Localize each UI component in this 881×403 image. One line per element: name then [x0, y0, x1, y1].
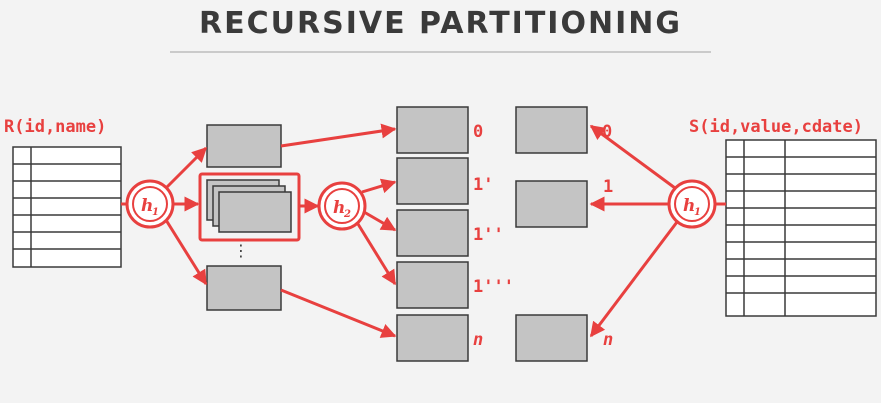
relation-r-label: R(id,name) — [4, 117, 106, 137]
arrow-h1r-to-n — [589, 221, 679, 338]
s-partition-label-1: 1 — [603, 177, 613, 197]
relation-r-table — [12, 146, 122, 268]
r-partition-n — [396, 314, 469, 362]
ellipsis: ⋮ — [233, 241, 249, 260]
s-partition-label-0: 0 — [602, 122, 612, 142]
r-partition-label-1-prime: 1' — [473, 175, 493, 195]
r-partition-label-1-double-prime: 1'' — [473, 225, 504, 245]
hash-h1-right-subscript: 1 — [694, 207, 701, 218]
s-partition-label-n: n — [603, 330, 613, 350]
s-partition-1 — [515, 180, 588, 228]
arrow-top-to-0 — [280, 123, 397, 148]
r-partition-label-0: 0 — [473, 122, 483, 142]
arrow-bottom-to-n — [280, 288, 397, 338]
hash-h1-right-node: h 1 — [667, 179, 717, 229]
r-partition-0 — [396, 106, 469, 154]
s-partition-n — [515, 314, 588, 362]
s-partition-0 — [515, 106, 588, 154]
relation-s-label: S(id,value,cdate) — [689, 117, 863, 137]
r-partition-label-n: n — [473, 330, 483, 350]
hash-h1-left-subscript: 1 — [152, 207, 159, 218]
hash-h1-left-label: h — [141, 196, 153, 216]
r-partition-1-double-prime — [396, 209, 469, 257]
partition-level1-overflow-stack — [206, 179, 292, 233]
arrow-h2-to-1-double-prime — [363, 210, 397, 232]
partition-level1-top — [206, 124, 282, 168]
hash-h2-label: h — [333, 198, 345, 218]
hash-h2-subscript: 2 — [343, 209, 351, 220]
r-partition-1-prime — [396, 157, 469, 205]
arrow-h1-to-bottom — [164, 219, 208, 286]
partition-level1-bottom — [206, 265, 282, 311]
arrow-h2-to-1-triple-prime — [356, 223, 397, 286]
arrow-h2-to-1-prime — [361, 178, 397, 194]
hash-h2-node: h 2 — [317, 181, 367, 231]
relation-s-table — [725, 139, 877, 317]
r-partition-label-1-triple-prime: 1''' — [473, 277, 514, 297]
r-partition-1-triple-prime — [396, 261, 469, 309]
hash-h1-right-label: h — [683, 196, 695, 216]
slide-title: RECURSIVE PARTITIONING — [199, 6, 682, 41]
arrow-h1r-to-0 — [589, 124, 676, 190]
arrow-h1-to-top — [164, 146, 208, 190]
